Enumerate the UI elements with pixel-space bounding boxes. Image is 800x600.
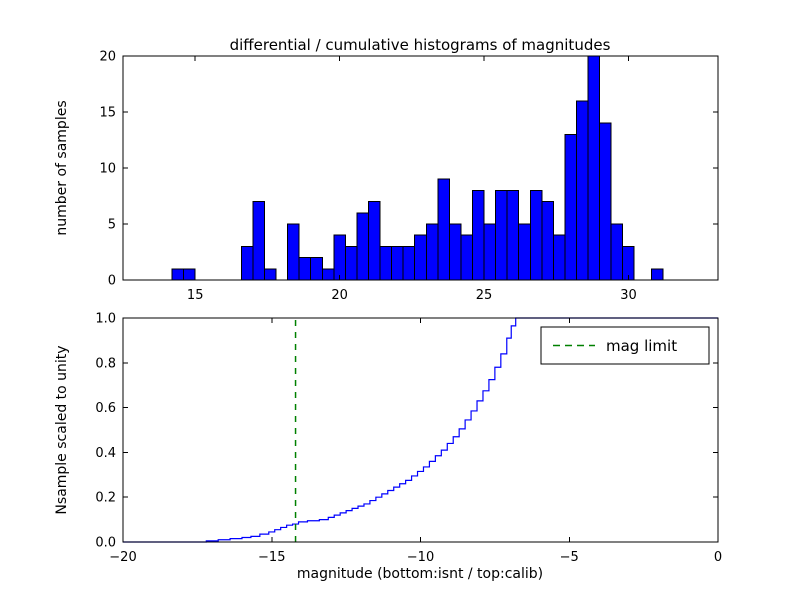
y-tick-label: 15 [99,106,116,121]
legend-label: mag limit [606,337,678,355]
histogram-bar [437,178,450,281]
histogram-bar [356,212,370,281]
x-tick-label: −5 [560,550,579,565]
axes-differential: 15 20 25 30 0 5 10 15 20 [99,50,719,303]
histogram-bar [622,245,635,281]
histogram-bar [391,245,404,281]
y-tick-label: 0.4 [95,446,116,461]
histogram-bar [506,189,520,281]
x-axis-label: magnitude (bottom:isnt / top:calib) [296,566,544,582]
x-tick-label: 20 [331,288,348,303]
y-tick-label: 0.8 [95,356,116,371]
histogram-bar [264,268,277,281]
histogram-bar [333,234,346,281]
x-tick-label: 25 [476,288,493,303]
histogram-bar [471,189,485,281]
x-tick-label: −20 [109,550,136,565]
histogram-bar [414,234,427,281]
x-tick-label: 0 [714,550,722,565]
histogram-bar [529,189,543,281]
histogram-bar [610,223,624,281]
y-tick-label: 0 [108,274,116,289]
histogram-bar [310,257,323,281]
histogram-bar [587,55,601,281]
chart-title: differential / cumulative histograms of … [229,36,611,54]
histogram-bar [344,245,358,281]
histogram-bar [575,100,589,281]
histogram-bar [651,268,664,281]
histogram-bar [171,268,185,281]
y-tick-label: 0.2 [95,491,116,506]
x-tick-label: −15 [258,550,285,565]
cumulative-step-line [123,317,718,543]
histogram-bar [287,223,300,281]
y-tick-label: 0.6 [95,401,116,416]
x-tick-label: 30 [620,288,637,303]
y-tick-label: 0.0 [95,536,116,551]
histogram-bar [518,223,531,281]
histogram-bar [183,268,196,281]
histogram-bar [541,201,554,281]
histogram-bar [402,245,416,281]
histogram-bar [483,223,497,281]
histogram-bar [448,223,462,281]
histogram-bar [460,234,473,281]
x-tick-label: −10 [407,550,434,565]
y-tick-label: 10 [99,162,116,177]
axes-cumulative: −20 −15 −10 −5 0 0.0 0.2 0.4 0.6 0.8 1.0 [95,312,722,566]
y-tick-label: 5 [108,218,116,233]
histogram-bar [552,234,566,281]
histogram-bar [495,189,508,281]
histogram-bar [321,268,335,281]
bottom-y-axis-label: Nsample scaled to unity [54,345,70,515]
histogram-bar [298,257,312,281]
y-tick-label: 20 [99,50,116,65]
top-y-axis-label: number of samples [54,100,70,236]
histogram-bar [379,245,393,281]
histogram-bar [368,201,381,281]
y-tick-label: 1.0 [95,312,116,327]
histogram-bar [240,245,254,281]
histogram-bar [425,223,439,281]
histogram-bar [252,201,266,281]
x-tick-label: 15 [187,288,204,303]
histogram-bar [564,133,577,281]
histogram-bar [599,122,612,281]
